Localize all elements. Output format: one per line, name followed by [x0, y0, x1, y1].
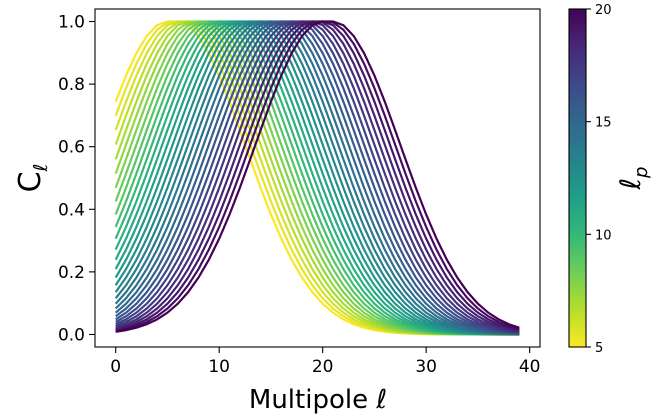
- svg-text:ℓp: ℓp: [614, 166, 652, 190]
- x-tick-label: 20: [312, 357, 334, 377]
- series-line: [115, 20, 520, 334]
- plot-area: 0 10 20 30 40 0.0 0.2 0.4 0.6 0.8 1.0: [58, 8, 541, 377]
- colorbar-tick-label: 10: [595, 228, 612, 243]
- x-tick-label: 40: [519, 357, 541, 377]
- colorbar-strip: [569, 9, 586, 347]
- colorbar-label: ℓp: [614, 166, 652, 190]
- colorbar-tick-label: 15: [595, 116, 612, 131]
- series-line: [114, 20, 520, 336]
- series-line: [114, 20, 520, 335]
- axes-frame: [94, 8, 541, 348]
- colorbar-label-sub: p: [631, 166, 652, 178]
- y-axis-label: Cℓ: [13, 164, 52, 193]
- series-line: [115, 20, 520, 335]
- y-tick-label: 1.0: [58, 13, 85, 33]
- colorbar-frame: [568, 8, 587, 348]
- x-tick-label: 0: [110, 357, 121, 377]
- series-line: [114, 20, 520, 336]
- curve-group: [114, 20, 520, 336]
- y-axis-label-main: C: [13, 171, 48, 192]
- y-axis-ticks: 0.0 0.2 0.4 0.6 0.8 1.0: [58, 13, 95, 345]
- y-axis-label-sub: ℓ: [30, 164, 52, 173]
- series-line: [115, 20, 520, 333]
- colorbar: 5 10 15 20: [568, 3, 612, 356]
- y-tick-label: 0.6: [58, 138, 85, 158]
- y-tick-label: 0.0: [58, 325, 85, 345]
- colorbar-ticks: 5 10 15 20: [586, 3, 612, 356]
- colorbar-tick-label: 20: [595, 3, 612, 18]
- series-line: [114, 20, 520, 336]
- series-line: [114, 20, 520, 336]
- series-line: [115, 20, 520, 335]
- colorbar-label-main: ℓ: [614, 178, 647, 191]
- series-line: [115, 20, 520, 334]
- x-tick-label: 10: [208, 357, 230, 377]
- colorbar-tick-label: 5: [595, 341, 603, 356]
- y-tick-label: 0.8: [58, 75, 85, 95]
- y-tick-label: 0.2: [58, 263, 85, 283]
- x-axis-ticks: 0 10 20 30 40: [110, 347, 540, 377]
- x-axis-label: Multipole ℓ: [249, 385, 387, 415]
- x-tick-label: 30: [415, 357, 437, 377]
- series-line: [115, 20, 520, 335]
- y-tick-label: 0.4: [58, 200, 85, 220]
- series-line: [115, 20, 520, 333]
- svg-text:Cℓ: Cℓ: [13, 164, 52, 193]
